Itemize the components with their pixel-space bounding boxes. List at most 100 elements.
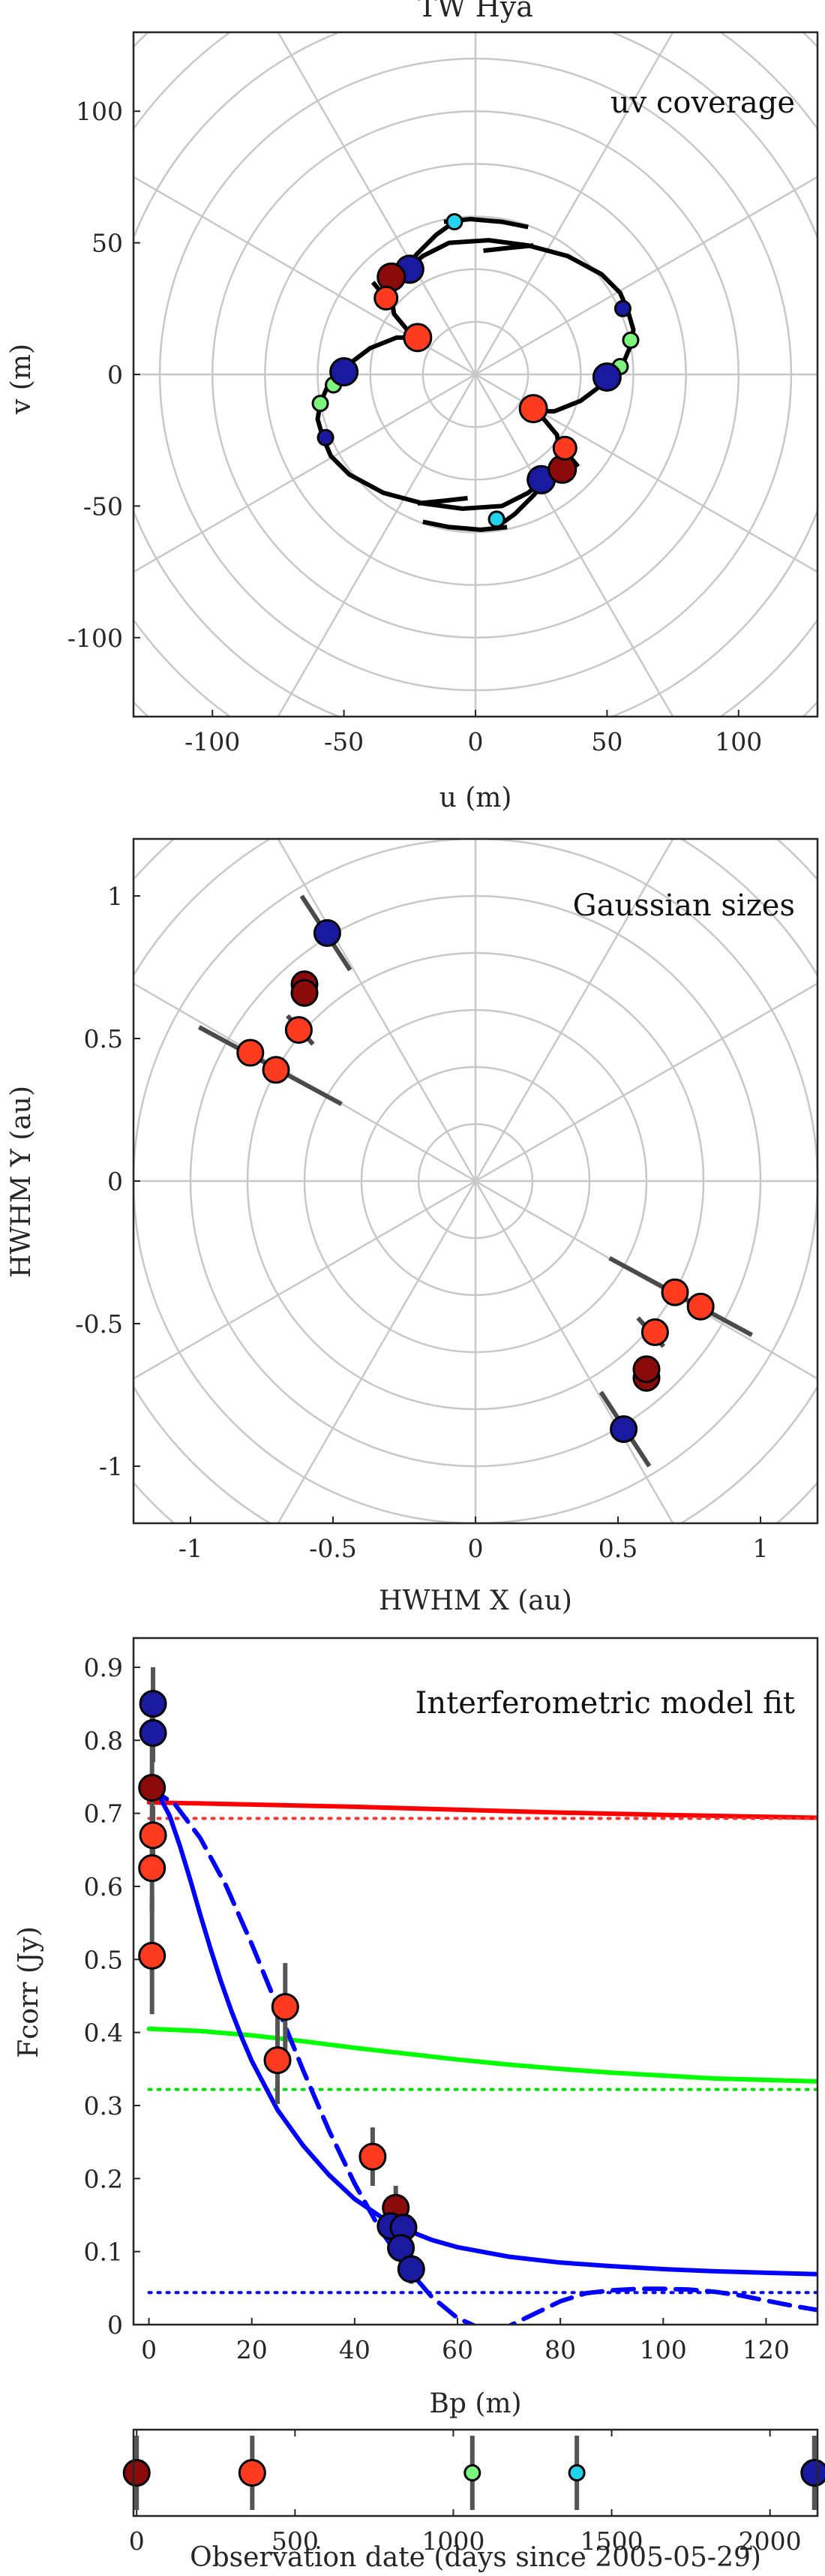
date-x-tick-label: 0: [129, 2526, 145, 2556]
uv-track-arc: [483, 243, 534, 254]
uv-y-axis-label: v (m): [6, 344, 37, 415]
fit-x-axis-label: Bp (m): [429, 2388, 521, 2419]
fit-point: [271, 1993, 299, 2021]
uv-point: [614, 299, 632, 317]
uv-track-arc: [422, 519, 508, 533]
gaussian-x-axis-label: HWHM X (au): [379, 1586, 572, 1616]
fit-point: [138, 1941, 166, 1970]
fit-y-tick-label: 0.6: [84, 1872, 123, 1901]
uv-point: [311, 395, 329, 413]
uv-points: [311, 213, 640, 528]
gaussian-x-tick-label: 1: [753, 1534, 769, 1563]
fit-x-tick-label: 0: [141, 2335, 157, 2364]
gaussian-point: [262, 1056, 290, 1084]
date-x-tick-label: 500: [272, 2526, 319, 2556]
gaussian-x-tick-label: -1: [178, 1534, 202, 1563]
uv-annotation: uv coverage: [610, 86, 795, 120]
uv-point: [592, 362, 622, 392]
uv-track-arc: [417, 495, 468, 506]
fit-tick-labels: 0 20 40 60 80 100 120 0 0.1 0.2 0.3 0.4 0.5 0.6 0.7 0.8…: [84, 1653, 790, 2364]
uv-point: [518, 394, 548, 424]
fit-y-tick-label: 0.5: [84, 1945, 123, 1974]
uv-y-tick-label: 100: [76, 97, 123, 126]
fit-point: [397, 2255, 425, 2283]
uv-point: [552, 435, 578, 461]
fit-point: [139, 1719, 167, 1748]
uv-point: [316, 428, 334, 446]
fit-point: [138, 1854, 166, 1883]
date-point: [800, 2459, 825, 2487]
gaussian-tick-labels: -1 -0.5 0 0.5 1 -1 -0.5 0 0.5 1: [75, 882, 768, 1563]
fit-x-tick-label: 100: [640, 2335, 687, 2364]
uv-tick-labels: -100 -50 0 50 100 -100 -50 0 50 100: [68, 97, 762, 756]
uv-x-axis-label: u (m): [440, 783, 512, 813]
fit-series-line: [146, 1785, 818, 2325]
uv-x-tick-label: 0: [468, 727, 484, 756]
gaussian-point: [610, 1415, 638, 1444]
gaussian-point: [290, 978, 319, 1007]
gaussian-point: [686, 1292, 715, 1321]
gaussian-point: [313, 918, 341, 947]
gaussian-plot-frame: [132, 837, 819, 1525]
fit-annotation: Interferometric model fit: [416, 1686, 795, 1721]
fit-x-tick-label: 60: [442, 2335, 473, 2364]
fit-y-tick-label: 0.9: [84, 1653, 123, 1682]
gaussian-point: [236, 1039, 265, 1067]
gaussian-sizes-panel: -1 -0.5 0 0.5 1 -1 -0.5 0 0.5 1 Gaussian sizes HW…: [6, 837, 819, 1616]
fit-series-line: [146, 1785, 818, 2277]
uv-coverage-panel: TW Hya -100 -50 0 50 100 -100 -50 0 50 100 uv cov…: [0, 0, 825, 901]
fit-points: [138, 1690, 425, 2283]
date-x-axis-label: Observation date (days since 2005-05-29): [190, 2542, 761, 2573]
date-plot-frame: [132, 2428, 819, 2517]
fit-point: [263, 2046, 292, 2075]
fit-point: [139, 1821, 167, 1850]
uv-point: [446, 213, 464, 231]
uv-point: [488, 510, 506, 528]
gaussian-y-tick-label: 0: [107, 1167, 123, 1196]
date-x-tick-label: 1000: [422, 2526, 484, 2556]
gaussian-point: [632, 1355, 661, 1384]
gaussian-y-tick-label: -1: [99, 1452, 123, 1481]
fit-plot-frame: [132, 1637, 819, 2326]
uv-x-tick-label: -50: [324, 727, 364, 756]
fit-error-bars: [149, 1667, 414, 2284]
fit-y-tick-label: 0.1: [84, 2238, 123, 2267]
uv-grid-circle: [134, 32, 818, 717]
uv-x-tick-label: 100: [715, 727, 762, 756]
fit-model-curves: [146, 1785, 818, 2325]
fit-y-axis-label: Fcorr (Jy): [14, 1926, 44, 2058]
gaussian-polar-grid: [134, 839, 818, 1523]
gaussian-points: [236, 918, 715, 1444]
uv-y-tick-label: 50: [92, 229, 123, 258]
uv-point: [622, 331, 640, 349]
uv-x-tick-label: -100: [184, 727, 240, 756]
date-x-tick-label: 1500: [580, 2526, 644, 2556]
uv-point: [403, 323, 433, 353]
uv-grid-circle: [0, 0, 825, 901]
observation-date-panel: 0 500 1000 1500 2000 Observation date (days …: [122, 2428, 825, 2573]
fit-point: [139, 1690, 167, 1718]
date-point: [464, 2464, 482, 2481]
date-point: [238, 2459, 266, 2487]
uv-y-tick-label: -50: [83, 491, 123, 521]
gaussian-point: [284, 1016, 313, 1045]
fit-y-tick-label: 0.4: [84, 2018, 123, 2048]
uv-point: [329, 356, 359, 386]
fit-y-tick-label: 0.8: [84, 1726, 123, 1755]
gaussian-grid-spoke: [134, 982, 818, 1380]
fit-series-line: [146, 2026, 818, 2084]
model-fit-panel: 0 20 40 60 80 100 120 0 0.1 0.2 0.3 0.4 0.5 0.6 0.7 0.8…: [14, 1637, 819, 2419]
date-x-tick-label: 2000: [739, 2526, 802, 2556]
fit-point: [138, 1774, 166, 1802]
fit-y-tick-label: 0.2: [84, 2164, 123, 2193]
fit-x-tick-label: 40: [339, 2335, 370, 2364]
gaussian-y-tick-label: 1: [107, 882, 123, 911]
uv-point: [374, 285, 399, 311]
gaussian-y-tick-label: 0.5: [84, 1024, 123, 1054]
fit-x-tick-label: 80: [544, 2335, 576, 2364]
fit-y-tick-label: 0.7: [84, 1799, 123, 1829]
uv-y-tick-label: 0: [107, 360, 123, 389]
gaussian-x-tick-label: 0.5: [598, 1534, 638, 1563]
gaussian-x-tick-label: 0: [468, 1534, 484, 1563]
fit-x-tick-label: 120: [742, 2335, 790, 2364]
